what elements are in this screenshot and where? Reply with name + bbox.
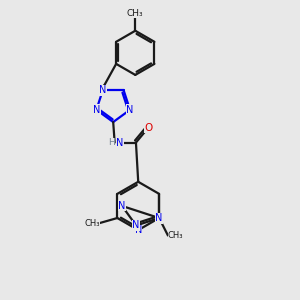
Text: N: N [116,138,124,148]
Text: CH₃: CH₃ [84,218,100,227]
Text: N: N [93,105,100,115]
Text: N: N [99,85,106,95]
Text: N: N [118,201,126,211]
Text: N: N [155,213,163,223]
Text: N: N [126,105,134,115]
Text: CH₃: CH₃ [127,9,144,18]
Text: CH₃: CH₃ [168,231,184,240]
Text: O: O [144,122,153,133]
Text: N: N [134,225,142,235]
Text: N: N [133,220,140,230]
Text: H: H [108,138,115,147]
